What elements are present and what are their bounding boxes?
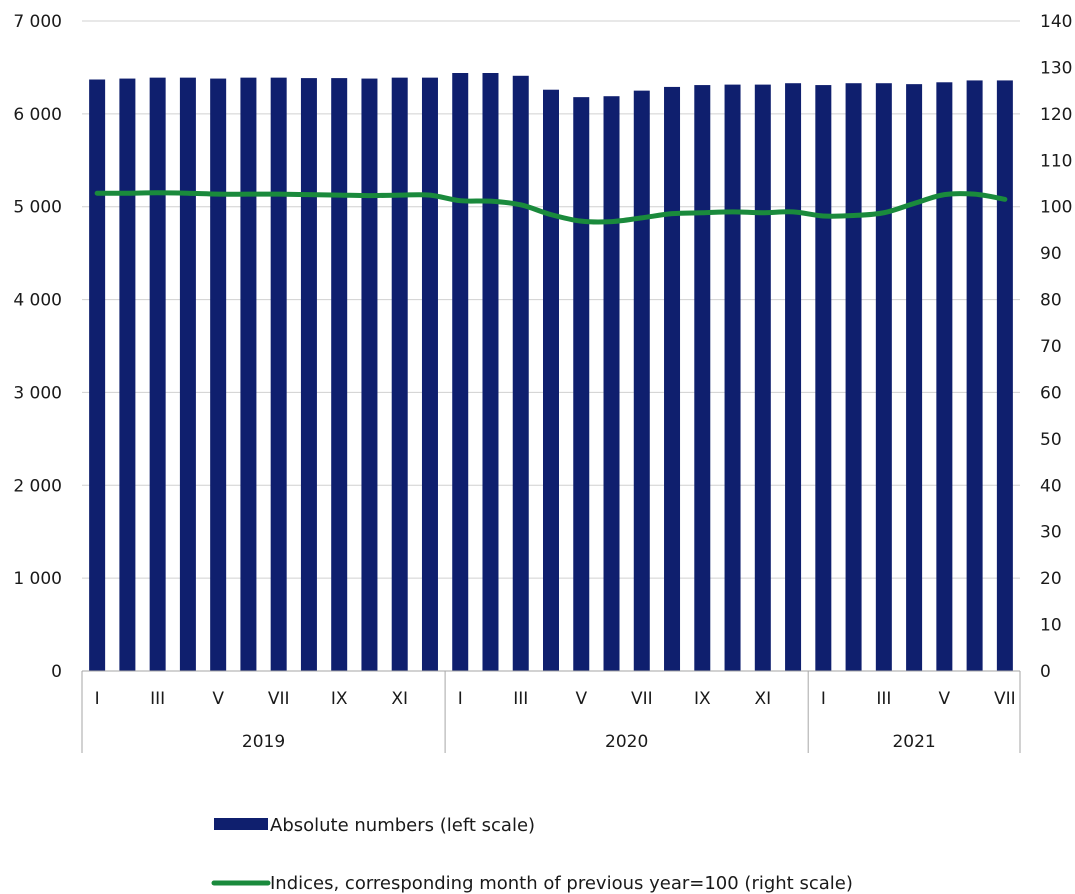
right-y-tick-label: 110 (1040, 151, 1072, 171)
legend-line-label: Indices, corresponding month of previous… (270, 873, 853, 894)
right-y-tick-label: 100 (1040, 198, 1072, 218)
bar-series (89, 73, 1013, 672)
bar (119, 78, 136, 672)
bar (785, 83, 802, 671)
bar (240, 77, 257, 671)
right-y-tick-label: 120 (1040, 105, 1072, 125)
left-y-tick-label: 1 000 (13, 569, 62, 589)
x-tick-label: III (876, 689, 891, 709)
bar (694, 85, 711, 672)
x-tick-label: VII (268, 689, 290, 709)
legend: Absolute numbers (left scale) Indices, c… (211, 815, 853, 894)
bar (664, 86, 681, 671)
bar (724, 84, 741, 672)
x-group-label: 2020 (605, 732, 648, 752)
x-tick-label: V (939, 689, 951, 709)
bar (391, 77, 408, 671)
x-tick-label: XI (754, 689, 771, 709)
right-y-tick-label: 50 (1040, 430, 1062, 450)
x-tick-label: I (95, 689, 100, 709)
x-group-label: 2019 (242, 732, 285, 752)
bar (906, 84, 923, 671)
right-y-tick-label: 130 (1040, 58, 1072, 78)
line-series (94, 190, 1008, 225)
bar (754, 84, 771, 672)
bar (179, 77, 196, 671)
bar (512, 75, 529, 672)
bar (452, 73, 469, 671)
left-y-tick-label: 2 000 (13, 476, 62, 496)
bar (270, 77, 287, 671)
bar (361, 78, 378, 672)
bar (331, 78, 348, 672)
x-tick-label: VII (631, 689, 653, 709)
x-tick-label: XI (391, 689, 408, 709)
left-y-tick-label: 3 000 (13, 383, 62, 403)
x-tick-label: IX (694, 689, 711, 709)
left-y-tick-label: 7 000 (13, 12, 62, 32)
bar (300, 78, 317, 672)
legend-bar-swatch (214, 818, 268, 830)
legend-item-line: Indices, corresponding month of previous… (211, 873, 853, 894)
bar (936, 82, 953, 672)
right-y-tick-label: 40 (1040, 476, 1062, 496)
x-group-label: 2021 (892, 732, 935, 752)
bar (633, 90, 650, 671)
right-y-tick-label: 90 (1040, 244, 1062, 264)
bar (421, 77, 438, 671)
right-y-tick-label: 60 (1040, 383, 1062, 403)
x-tick-label: I (821, 689, 826, 709)
bar (996, 80, 1013, 671)
bar (573, 97, 590, 671)
x-tick-label: III (513, 689, 528, 709)
right-y-tick-label: 30 (1040, 523, 1062, 543)
bar (543, 89, 559, 671)
left-y-tick-label: 5 000 (13, 198, 62, 218)
right-y-axis: 0 10 20 30 40 50 60 70 80 90 100 110 120 130 140 (1040, 12, 1072, 682)
bar (149, 77, 166, 671)
bar (875, 83, 892, 671)
right-y-tick-label: 20 (1040, 569, 1062, 589)
right-y-tick-label: 140 (1040, 12, 1072, 32)
bar (603, 96, 620, 671)
left-y-tick-label: 4 000 (13, 291, 62, 311)
right-y-tick-label: 10 (1040, 616, 1062, 636)
legend-bar-label: Absolute numbers (left scale) (270, 815, 535, 836)
index-line (94, 190, 1008, 225)
right-y-tick-label: 0 (1040, 662, 1051, 682)
bar (89, 79, 106, 671)
bar (845, 83, 862, 671)
x-tick-label: V (575, 689, 587, 709)
left-y-tick-label: 0 (51, 662, 62, 682)
x-tick-label: IX (331, 689, 348, 709)
left-y-axis: 0 1 000 2 000 3 000 4 000 5 000 6 000 7 000 (13, 12, 62, 682)
right-y-tick-label: 70 (1040, 337, 1062, 357)
bar (815, 85, 832, 672)
x-tick-label: III (150, 689, 165, 709)
right-y-tick-label: 80 (1040, 291, 1062, 311)
x-tick-label: I (458, 689, 463, 709)
bar (210, 78, 227, 672)
x-tick-label: VII (994, 689, 1016, 709)
legend-item-bars: Absolute numbers (left scale) (214, 815, 535, 836)
left-y-tick-label: 6 000 (13, 105, 62, 125)
bar (482, 73, 499, 671)
x-tick-label: V (212, 689, 224, 709)
bar (966, 80, 983, 671)
